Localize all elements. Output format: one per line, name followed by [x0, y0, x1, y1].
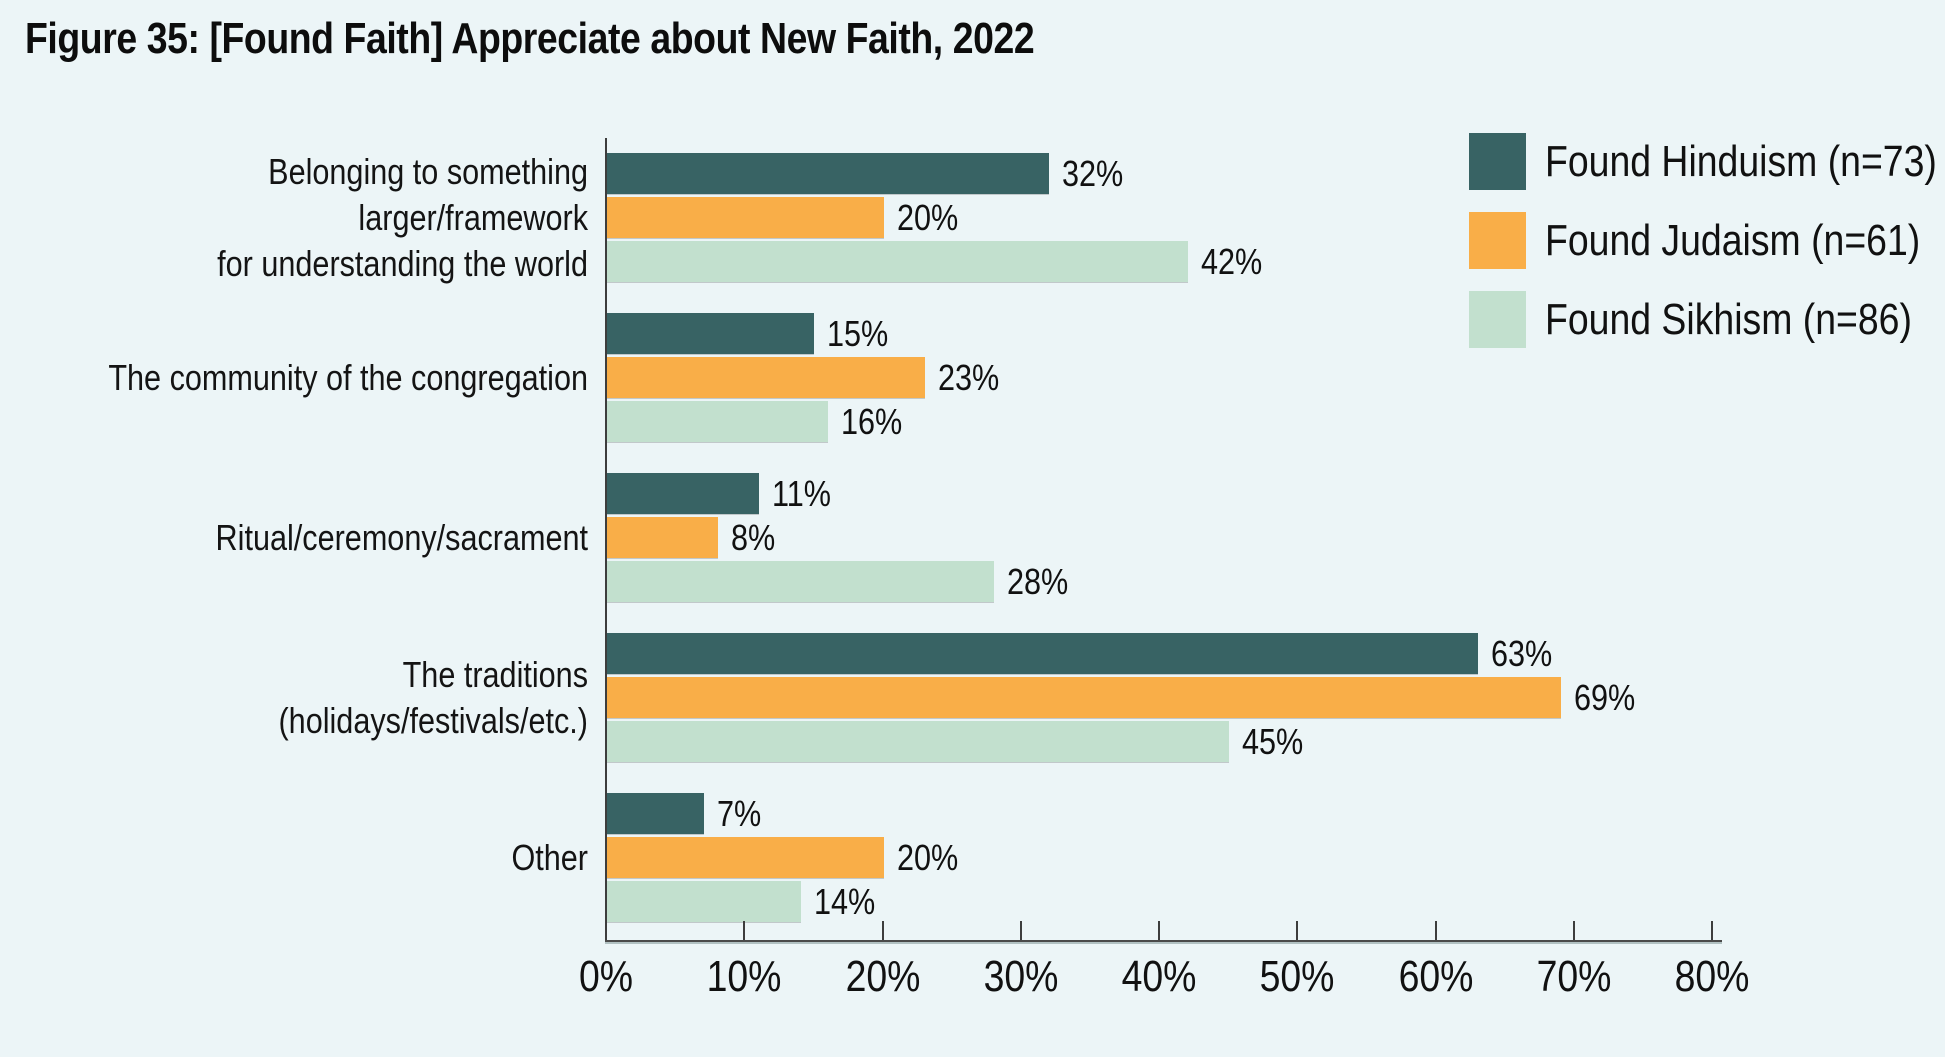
x-axis-tick-label: 70% [1536, 952, 1612, 1001]
bar [607, 837, 884, 878]
value-label: 20% [897, 836, 959, 878]
legend: Found Hinduism (n=73) Found Judaism (n=61… [1469, 133, 1945, 370]
bar [607, 313, 814, 354]
legend-swatch [1469, 212, 1526, 269]
value-label: 8% [731, 516, 776, 558]
x-axis-tick-label: 60% [1398, 952, 1473, 1001]
bar [607, 561, 994, 602]
legend-item: Found Judaism (n=61) [1469, 212, 1945, 269]
bar [607, 517, 718, 558]
value-label: 15% [827, 312, 889, 354]
figure-title: Figure 35: [Found Faith] Appreciate abou… [25, 14, 1035, 63]
x-axis-tick-label: 10% [706, 952, 782, 1001]
bar [607, 357, 925, 398]
x-axis-tick-mark [1019, 921, 1022, 940]
value-label: 23% [938, 356, 1000, 398]
bar [607, 197, 884, 238]
value-label: 69% [1574, 676, 1636, 718]
x-axis-tick-mark [1711, 921, 1713, 940]
value-label: 63% [1491, 632, 1553, 674]
legend-label: Found Hinduism (n=73) [1545, 137, 1937, 186]
value-label: 45% [1242, 720, 1304, 762]
bar [607, 881, 801, 922]
x-axis-tick-label: 30% [983, 952, 1059, 1001]
x-axis-baseline [605, 940, 1722, 942]
category-label: Ritual/ceremony/sacrament [215, 516, 588, 558]
value-label: 7% [717, 792, 762, 834]
y-axis-line [605, 138, 607, 942]
bar [607, 677, 1561, 718]
x-axis-tick-mark [1434, 921, 1437, 940]
legend-swatch [1469, 133, 1526, 190]
value-label: 11% [772, 472, 831, 514]
x-axis-tick-label: 0% [578, 952, 634, 1001]
category-label: Belonging to something larger/framework … [217, 150, 588, 284]
value-label: 14% [814, 880, 876, 922]
category-label: The traditions (holidays/festivals/etc.) [278, 653, 588, 741]
legend-label: Found Sikhism (n=86) [1545, 295, 1912, 344]
bar [607, 473, 759, 514]
bar [607, 793, 704, 834]
bar [607, 153, 1049, 194]
x-axis-tick-mark [743, 921, 746, 940]
x-axis-tick-mark [1296, 921, 1299, 940]
x-axis-tick-label: 50% [1259, 952, 1335, 1001]
value-label: 16% [841, 400, 903, 442]
x-axis-tick-mark [1158, 921, 1160, 940]
legend-item: Found Hinduism (n=73) [1469, 133, 1945, 190]
bar [607, 633, 1478, 674]
value-label: 42% [1201, 240, 1263, 282]
x-axis-tick-mark [1572, 921, 1575, 940]
x-axis-tick-label: 20% [845, 952, 920, 1001]
value-label: 28% [1007, 560, 1069, 602]
x-axis-tick-label: 40% [1121, 952, 1197, 1001]
value-label: 32% [1062, 152, 1124, 194]
bar [607, 401, 828, 442]
x-axis-tick-mark [881, 921, 884, 940]
legend-swatch [1469, 291, 1526, 348]
category-label: Other [511, 836, 588, 878]
bar [607, 241, 1188, 282]
legend-item: Found Sikhism (n=86) [1469, 291, 1945, 348]
category-label: The community of the congregation [108, 356, 589, 398]
x-axis-tick-label: 80% [1674, 952, 1750, 1001]
bar [607, 721, 1229, 762]
legend-label: Found Judaism (n=61) [1545, 216, 1921, 265]
value-label: 20% [897, 196, 959, 238]
